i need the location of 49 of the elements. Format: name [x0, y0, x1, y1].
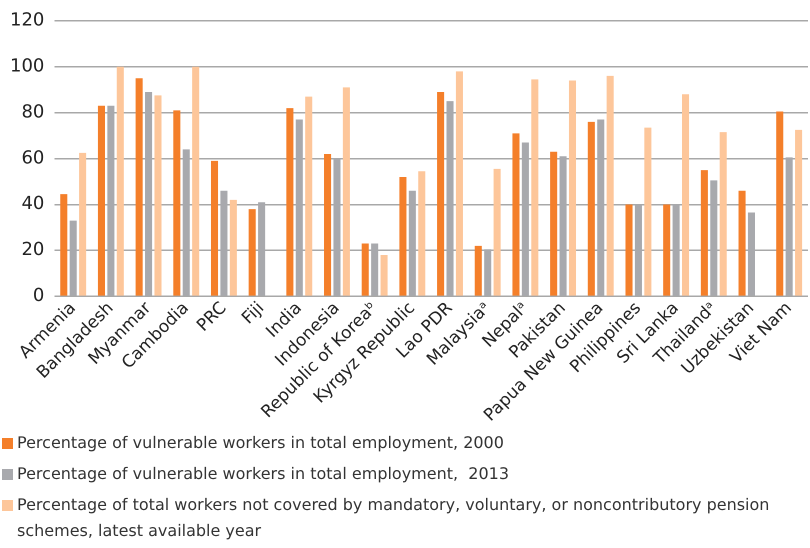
- bar: [380, 255, 388, 296]
- bar: [154, 95, 162, 296]
- bar: [286, 108, 294, 296]
- bar: [305, 96, 312, 296]
- bar: [625, 204, 633, 296]
- bar: [437, 92, 444, 296]
- bar: [795, 130, 802, 296]
- bar: [136, 78, 143, 296]
- y-tick-label: 120: [10, 9, 44, 30]
- bar: [494, 168, 501, 296]
- y-tick-label: 60: [21, 147, 44, 168]
- bar: [79, 152, 86, 296]
- bar: [324, 154, 332, 296]
- bar: [568, 80, 576, 296]
- bar: [399, 176, 406, 296]
- bar: [663, 204, 670, 296]
- bar: [720, 132, 727, 296]
- x-tick-label: Fiji: [238, 298, 268, 328]
- bar: [606, 76, 614, 296]
- bar: [342, 87, 350, 296]
- bar: [98, 106, 105, 296]
- bar: [60, 194, 68, 296]
- y-tick-label: 20: [21, 239, 44, 260]
- bar: [230, 200, 237, 296]
- bar: [192, 66, 200, 296]
- legend-label: Percentage of total workers not covered by mandatory, voluntary, or noncontributory pension schemes, latest available year: [17, 494, 770, 542]
- bar: [362, 244, 369, 296]
- bar: [588, 122, 595, 296]
- bar: [700, 170, 708, 296]
- bar: [173, 110, 180, 296]
- bar: [738, 190, 746, 296]
- bar: [418, 171, 426, 296]
- bar: [474, 246, 482, 296]
- bar: [248, 209, 256, 296]
- bar: [531, 79, 538, 296]
- bar: [776, 112, 784, 296]
- bar: [682, 94, 690, 296]
- y-tick-label: 0: [32, 285, 44, 306]
- y-tick-label: 100: [10, 55, 44, 76]
- bar: [210, 160, 218, 296]
- bar: [512, 133, 520, 296]
- bar: [116, 66, 124, 296]
- y-tick-label: 80: [21, 101, 44, 122]
- bar: [644, 128, 652, 296]
- y-tick-label: 40: [21, 193, 44, 214]
- legend-label: Percentage of vulnerable workers in total employment, 2013: [17, 463, 509, 485]
- bar: [550, 152, 558, 296]
- bar: [456, 71, 463, 296]
- legend-label: Percentage of vulnerable workers in total employment, 2000: [17, 432, 504, 454]
